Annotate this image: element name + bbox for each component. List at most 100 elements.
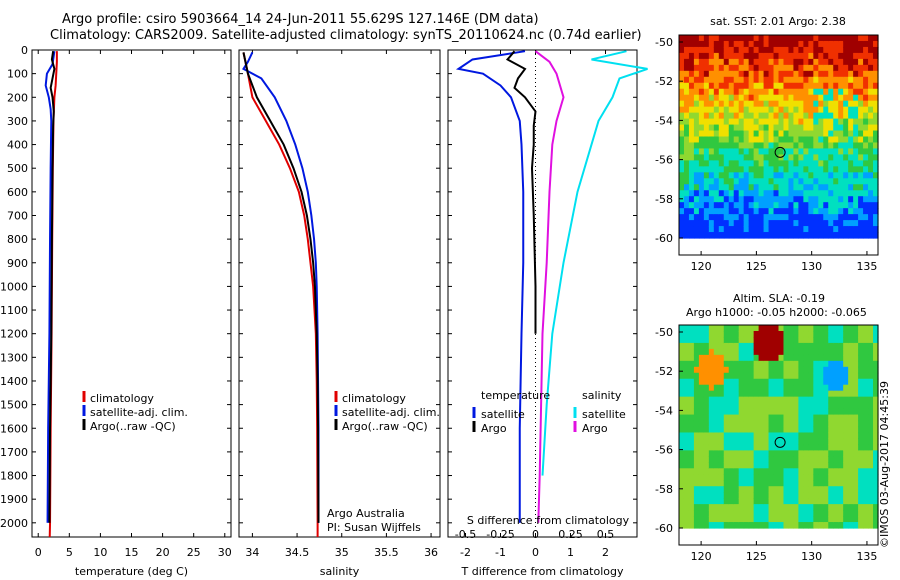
heatmap-cell — [718, 504, 725, 511]
heatmap-cell — [808, 325, 814, 332]
heatmap-cell — [798, 426, 804, 434]
heatmap-cell — [843, 124, 849, 132]
annotation-pi: PI: Susan Wijffels — [327, 521, 421, 534]
heatmap-cell — [873, 220, 879, 227]
heatmap-cell — [858, 226, 864, 233]
heatmap-cell — [853, 232, 859, 239]
y-tick-label: 700 — [7, 209, 28, 222]
heatmap-cell — [838, 124, 844, 132]
heatmap-cell — [853, 504, 859, 511]
heatmap-cell — [713, 474, 720, 481]
heatmap-cell — [838, 148, 844, 156]
heatmap-cell — [813, 462, 819, 469]
heatmap-cell — [833, 154, 839, 161]
x-tick-label: 35.5 — [374, 546, 399, 559]
heatmap-cell — [763, 106, 770, 114]
heatmap-cell — [768, 354, 775, 362]
heatmap-cell — [698, 336, 705, 344]
heatmap-cell — [853, 325, 859, 332]
heatmap-cell — [763, 154, 770, 161]
heatmap-cell — [828, 118, 834, 126]
heatmap-cell — [743, 160, 750, 167]
heatmap-cell — [679, 232, 685, 239]
heatmap-cell — [838, 372, 844, 380]
heatmap-cell — [723, 426, 730, 434]
heatmap-cell — [873, 190, 879, 197]
heatmap-cell — [738, 130, 745, 138]
heatmap-cell — [873, 408, 879, 416]
heatmap-cell — [763, 438, 770, 446]
heatmap-cell — [798, 432, 804, 440]
heatmap-cell — [798, 474, 804, 481]
heatmap-cell — [723, 58, 730, 66]
map-y-tick-label: -50 — [655, 36, 673, 49]
heatmap-cell — [743, 46, 750, 54]
heatmap-cell — [773, 325, 780, 332]
heatmap-cell — [833, 76, 839, 84]
heatmap-cell — [679, 64, 685, 72]
heatmap-cell — [843, 348, 849, 356]
heatmap-cell — [773, 88, 780, 96]
heatmap-cell — [758, 202, 765, 209]
heatmap-cell — [783, 462, 790, 469]
heatmap-cell — [838, 480, 844, 487]
heatmap-cell — [758, 112, 765, 120]
heatmap-cell — [713, 226, 720, 233]
heatmap-cell — [778, 112, 785, 120]
heatmap-cell — [838, 486, 844, 493]
heatmap-cell — [698, 220, 705, 227]
heatmap-cell — [798, 336, 804, 344]
heatmap-cell — [703, 504, 710, 511]
heatmap-cell — [713, 106, 720, 114]
heatmap-cell — [793, 414, 799, 422]
heatmap-cell — [683, 226, 690, 233]
heatmap-cell — [863, 184, 869, 191]
heatmap-cell — [788, 492, 795, 499]
heatmap-cell — [868, 354, 874, 362]
heatmap-cell — [713, 432, 720, 440]
heatmap-cell — [718, 160, 725, 167]
heatmap-cell — [803, 504, 809, 511]
heatmap-cell — [693, 76, 700, 84]
heatmap-cell — [748, 468, 755, 475]
heatmap-cell — [738, 196, 745, 203]
heatmap-cell — [753, 402, 760, 410]
heatmap-cell — [778, 166, 785, 173]
x-tick-label: 36 — [424, 546, 438, 559]
y-tick-label: 1500 — [0, 399, 28, 412]
heatmap-cell — [853, 330, 859, 338]
heatmap-cell — [863, 82, 869, 90]
heatmap-cell — [679, 492, 685, 499]
heatmap-cell — [743, 76, 750, 84]
heatmap-cell — [753, 372, 760, 380]
map-y-tick-label: -52 — [655, 75, 673, 88]
heatmap-cell — [843, 366, 849, 374]
heatmap-cell — [703, 232, 710, 239]
heatmap-cell — [818, 396, 824, 404]
heatmap-cell — [803, 58, 809, 66]
heatmap-cell — [723, 124, 730, 132]
heatmap-cell — [823, 70, 829, 78]
heatmap-cell — [758, 444, 765, 451]
heatmap-cell — [863, 178, 869, 185]
heatmap-cell — [713, 510, 720, 517]
heatmap-cell — [773, 342, 780, 350]
heatmap-cell — [693, 160, 700, 167]
heatmap-cell — [788, 46, 795, 54]
heatmap-cell — [838, 462, 844, 469]
heatmap-cell — [813, 208, 819, 215]
heatmap-cell — [788, 396, 795, 404]
heatmap-cell — [743, 70, 750, 78]
heatmap-cell — [798, 208, 804, 215]
heatmap-cell — [738, 40, 745, 48]
heatmap-cell — [788, 202, 795, 209]
heatmap-cell — [758, 396, 765, 404]
heatmap-cell — [688, 432, 695, 440]
heatmap-cell — [818, 420, 824, 428]
heatmap-cell — [718, 130, 725, 138]
heatmap-cell — [853, 498, 859, 505]
heatmap-cell — [728, 214, 735, 221]
heatmap-cell — [778, 130, 785, 138]
heatmap-cell — [833, 112, 839, 120]
